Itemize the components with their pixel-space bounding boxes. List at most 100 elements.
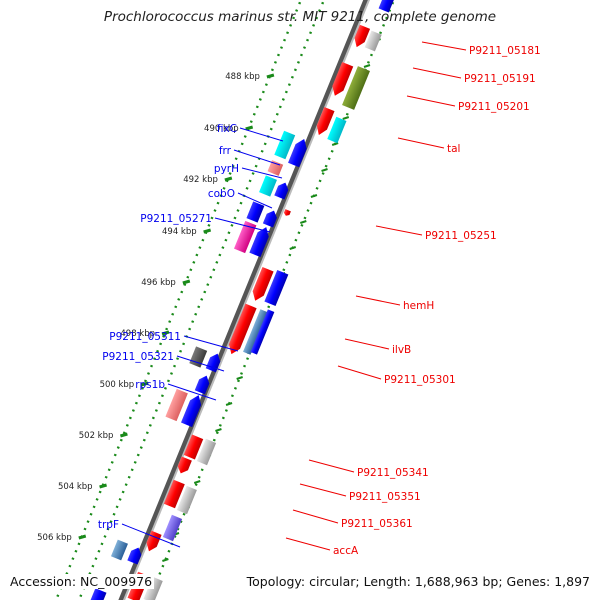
gene-feature-steel[interactable] (110, 539, 128, 561)
accession-info: Accession: NC_009976 (8, 574, 155, 589)
feature-layer (90, 0, 395, 600)
gene-arrow-reverse[interactable] (163, 479, 185, 509)
gene-feature-gray[interactable] (176, 485, 197, 515)
scale-minor-tick (342, 116, 350, 120)
scale-track-mid (77, 0, 326, 600)
scale-minor-tick (300, 220, 307, 224)
gene-label[interactable]: trpF (98, 519, 119, 531)
gene-arrow-reverse[interactable] (183, 434, 204, 460)
gene-arrow-reverse[interactable] (226, 303, 257, 357)
gene-feature-purple[interactable] (162, 514, 183, 542)
gene-arrow-reverse[interactable] (144, 530, 162, 554)
gene-label[interactable]: P9211_05201 (458, 101, 530, 113)
gene-label[interactable]: P9211_05311 (109, 331, 181, 343)
gene-arrow-forward[interactable] (378, 0, 395, 13)
gene-label[interactable]: hemH (403, 300, 434, 312)
scale-minor-tick (162, 558, 169, 562)
scale-tick-label: 492 kbp (183, 175, 218, 185)
gene-arrow-forward[interactable] (181, 393, 204, 428)
text-layer: 488 kbp 490 kbp 492 kbp 494 kbp 496 kbp 498 k… (37, 45, 541, 557)
label-leader-line (344, 338, 390, 350)
scale-minor-tick (215, 428, 222, 432)
gene-label[interactable]: P9211_05181 (469, 45, 541, 57)
gene-label[interactable]: P9211_05251 (425, 230, 497, 242)
scale-minor-tick (310, 194, 318, 198)
gene-arrow-reverse[interactable] (314, 106, 335, 137)
gene-arrow-reverse[interactable] (329, 61, 354, 98)
gene-label[interactable]: P9211_05271 (140, 213, 212, 225)
label-leader-line (308, 459, 355, 473)
gene-feature-cyan[interactable] (274, 130, 296, 160)
label-leader-line (214, 217, 271, 233)
scale-tick-label: 496 kbp (141, 278, 176, 288)
gene-label[interactable]: P9211_05341 (357, 467, 429, 479)
gene-arrow-forward[interactable] (249, 225, 271, 258)
gene-arrow-forward[interactable] (246, 201, 265, 223)
scale-tick-mark (245, 125, 254, 131)
gene-label[interactable]: ilvB (392, 344, 411, 356)
gene-arrow-reverse[interactable] (352, 24, 371, 50)
scale-tick-mark (119, 432, 128, 438)
scale-tick-label: 504 kbp (58, 482, 93, 492)
gene-arrow-forward[interactable] (127, 546, 143, 565)
gene-feature-darkgray[interactable] (189, 346, 208, 368)
scale-minor-tick (193, 480, 201, 484)
gene-label[interactable]: tal (447, 143, 460, 155)
genome-backbone (118, 0, 369, 600)
gene-arrow-reverse-small[interactable] (283, 209, 291, 217)
gene-label[interactable]: P9211_05361 (341, 518, 413, 530)
scale-tick-mark (224, 176, 233, 182)
gene-feature-gray[interactable] (364, 30, 382, 52)
gene-arrow-forward[interactable] (250, 309, 275, 355)
scale-minor-tick (321, 168, 328, 172)
gene-feature-olive[interactable] (342, 66, 370, 110)
gene-arrow-forward[interactable] (274, 181, 290, 200)
gene-feature-salmon[interactable] (165, 388, 188, 422)
gene-feature-gray[interactable] (143, 576, 163, 600)
gene-label[interactable]: P9211_05321 (102, 351, 174, 363)
gene-arrow-forward[interactable] (205, 352, 223, 373)
gene-arrow-reverse[interactable] (176, 456, 192, 476)
label-leader-line (397, 137, 445, 149)
gene-label[interactable]: cobO (208, 188, 235, 200)
scale-tick-mark (161, 330, 170, 336)
label-leader-layer (121, 41, 467, 551)
scale-track-outer (54, 0, 303, 600)
gene-feature-gray[interactable] (196, 438, 217, 466)
scale-minor-tick (225, 402, 233, 406)
label-leader-line (237, 192, 273, 209)
gene-label[interactable]: fixC (217, 123, 237, 135)
gene-feature-salmon[interactable] (267, 160, 284, 176)
label-leader-line (183, 335, 239, 352)
gene-arrow-reverse[interactable] (250, 266, 274, 303)
gene-label[interactable]: accA (333, 545, 359, 557)
scale-tick-mark (182, 279, 191, 285)
gene-feature-steel[interactable] (243, 309, 268, 355)
gene-feature-cyan[interactable] (327, 116, 347, 144)
gene-label[interactable]: rps1b (135, 379, 165, 391)
gene-feature-cyan[interactable] (259, 175, 277, 197)
gene-label[interactable]: P9211_05191 (464, 73, 536, 85)
scale-tick-mark (203, 228, 212, 234)
gene-arrow-forward[interactable] (262, 209, 279, 228)
gene-label[interactable]: P9211_05301 (384, 374, 456, 386)
gene-arrow-forward[interactable] (264, 269, 289, 307)
gene-label[interactable]: P9211_05351 (349, 491, 421, 503)
label-leader-line (292, 509, 339, 524)
gene-arrow-forward[interactable] (288, 137, 310, 168)
scale-tick-label: 498 kbp (120, 329, 155, 339)
label-leader-line (337, 365, 382, 380)
gene-arrow-forward[interactable] (90, 588, 107, 600)
scale-tick-label: 488 kbp (225, 72, 260, 82)
gene-label[interactable]: frr (219, 145, 232, 157)
gene-feature-pink[interactable] (233, 220, 257, 254)
label-leader-line (121, 523, 181, 548)
scale-tick-mark (140, 381, 149, 387)
gene-arrow-forward[interactable] (194, 374, 212, 395)
label-leader-line (299, 483, 347, 497)
scale-minor-tick (236, 376, 243, 380)
gene-label[interactable]: pyrH (214, 163, 239, 175)
label-leader-line (285, 537, 331, 551)
